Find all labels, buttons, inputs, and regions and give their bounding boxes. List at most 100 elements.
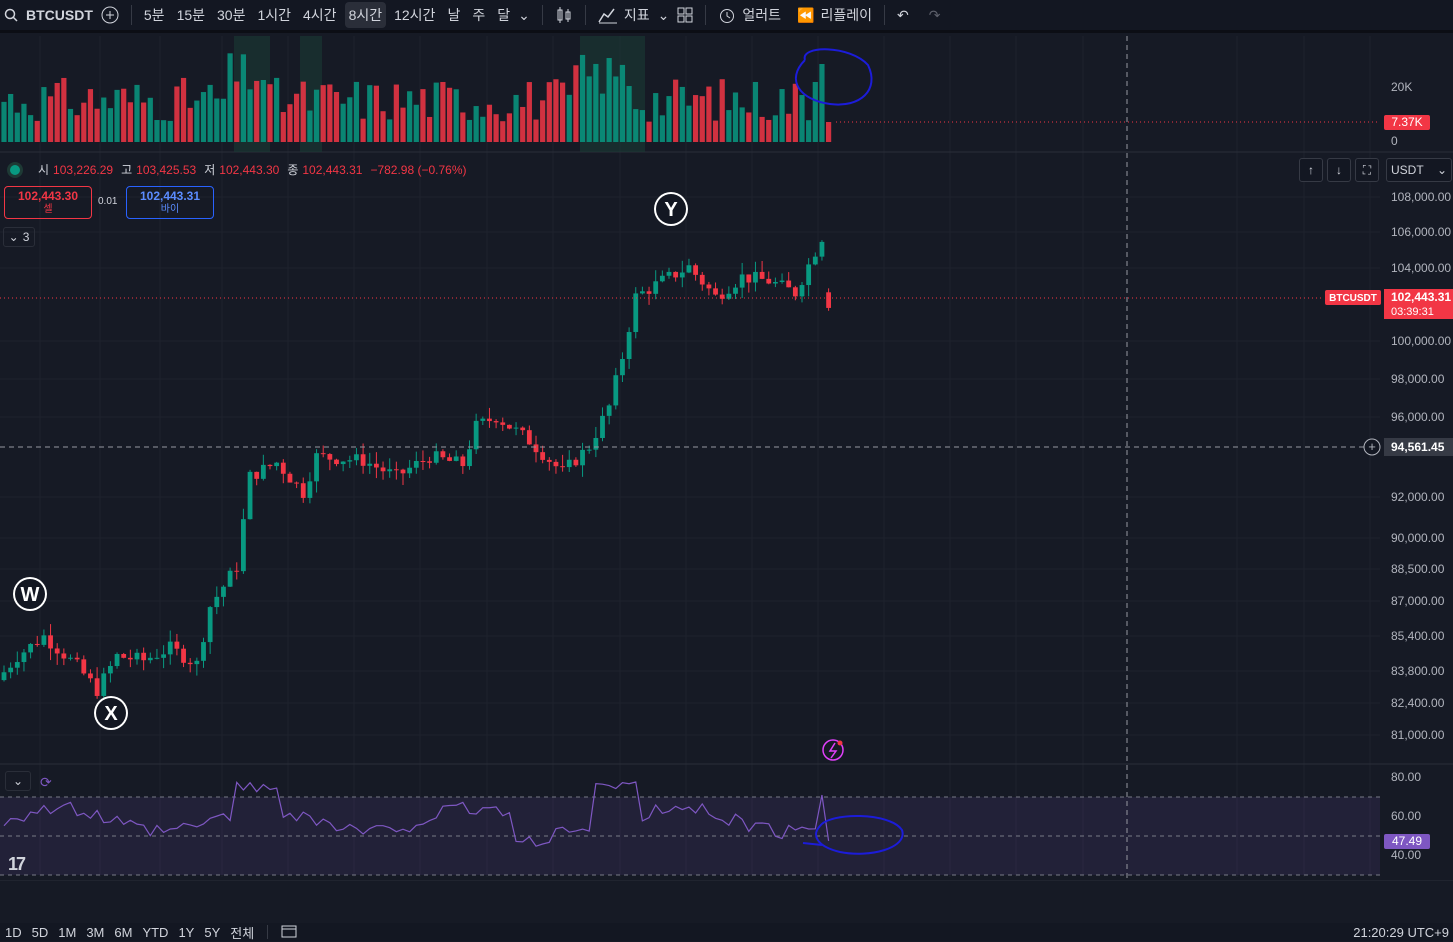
candle-body: [606, 405, 612, 416]
buy-button[interactable]: 102,443.31 바이: [126, 186, 214, 219]
volume-bar: [234, 81, 240, 142]
candle-body: [806, 264, 812, 286]
replay-button[interactable]: ⏪ 리플레이: [793, 2, 876, 28]
candle-body: [61, 653, 67, 659]
timeframe-4[interactable]: 4시간: [303, 7, 337, 23]
candle-body: [387, 469, 393, 472]
volume-bar: [254, 80, 260, 142]
timeframe-5[interactable]: 8시간: [344, 2, 387, 28]
candle-body: [620, 359, 625, 376]
candle-body: [267, 464, 273, 467]
timeframe-8[interactable]: 주: [472, 7, 486, 23]
candle-body: [679, 272, 685, 278]
range-7[interactable]: 5Y: [204, 924, 221, 940]
sell-button[interactable]: 102,443.30 셀: [4, 186, 92, 219]
rsi-collapse-button[interactable]: ⌄: [5, 771, 31, 791]
range-0[interactable]: 1D: [5, 924, 22, 940]
lightning-icon[interactable]: [822, 739, 844, 761]
candle-body: [68, 657, 73, 659]
timeframe-0[interactable]: 5분: [143, 7, 165, 23]
high-key: 고: [121, 163, 133, 177]
volume-bar: [28, 115, 34, 142]
layout-grid-icon[interactable]: [673, 2, 697, 28]
volume-bar: [806, 120, 812, 142]
chart-canvas[interactable]: W X Y 108,000.00 106,000.00 104,000.00 100,000…: [0, 33, 1453, 881]
add-symbol-icon[interactable]: [97, 2, 123, 28]
currency-label: USDT: [1391, 163, 1424, 177]
volume-bar: [287, 104, 293, 142]
add-alert-icon[interactable]: [1363, 438, 1381, 456]
timeframe-3[interactable]: 1시간: [257, 7, 292, 23]
candle-body: [586, 449, 592, 451]
candle-body: [487, 418, 492, 422]
candle-body: [507, 424, 512, 429]
annotation-circle[interactable]: [794, 48, 873, 106]
range-8[interactable]: 전체: [230, 925, 255, 941]
candle-body: [307, 481, 313, 498]
candle-body: [493, 421, 499, 423]
range-2[interactable]: 1M: [58, 924, 77, 940]
candle-body: [792, 287, 798, 297]
symbol-name[interactable]: BTCUSDT: [26, 7, 93, 23]
timeframe-2[interactable]: 30분: [217, 7, 246, 23]
candle-type-icon[interactable]: [551, 2, 577, 28]
volume-bar: [480, 116, 486, 142]
range-1[interactable]: 5D: [31, 924, 49, 940]
rsi-tick: 80.00: [1391, 770, 1421, 784]
volume-bar: [8, 93, 14, 142]
volume-bar: [167, 120, 173, 142]
timeframe-9[interactable]: 달: [497, 7, 511, 23]
currency-select[interactable]: USDT ⌄: [1386, 158, 1452, 182]
price-tick: 98,000.00: [1391, 372, 1445, 386]
volume-bar: [94, 108, 100, 142]
volume-bar: [579, 54, 586, 142]
clock[interactable]: 21:20:29 UTC+9: [1353, 925, 1449, 940]
chevron-down-icon[interactable]: ⌄: [518, 6, 530, 23]
candle-body: [34, 643, 40, 645]
lightning-icon-bolt: [828, 742, 838, 759]
volume-bar: [712, 120, 719, 142]
range-6[interactable]: 1Y: [178, 924, 195, 940]
calendar-icon[interactable]: [276, 924, 302, 941]
volume-bar: [440, 81, 446, 142]
candle-body: [773, 282, 778, 284]
volume-bar: [752, 81, 759, 142]
candle-body: [699, 274, 705, 285]
redo-icon[interactable]: ↷: [928, 6, 941, 23]
range-5[interactable]: YTD: [142, 924, 169, 940]
candle-body: [201, 642, 206, 661]
volume-bar: [180, 77, 187, 142]
alert-button[interactable]: 얼러트: [714, 2, 785, 28]
volume-bar: [87, 89, 94, 142]
volume-bar: [453, 89, 459, 142]
volume-tick: 20K: [1391, 80, 1412, 94]
volume-bar: [553, 79, 559, 142]
timeframe-6[interactable]: 12시간: [394, 7, 436, 23]
candle-body: [666, 271, 672, 276]
volume-bar: [646, 121, 652, 142]
indicators-button[interactable]: 지표: [594, 2, 654, 28]
candle-body: [74, 657, 80, 660]
refresh-icon[interactable]: ⟳: [40, 774, 52, 790]
volume-bar: [21, 103, 27, 142]
range-4[interactable]: 6M: [114, 924, 133, 940]
candle-body: [473, 420, 479, 450]
indicator-collapse-button[interactable]: ⌄ 3: [3, 227, 35, 247]
scroll-up-button[interactable]: ↑: [1299, 158, 1323, 182]
maximize-pane-button[interactable]: ⛶: [1355, 158, 1379, 182]
range-3[interactable]: 3M: [86, 924, 105, 940]
annotation-circle[interactable]: [815, 815, 904, 855]
timeframe-7[interactable]: 날: [447, 7, 461, 23]
candle-body: [453, 456, 459, 461]
scroll-down-button[interactable]: ↓: [1327, 158, 1351, 182]
indicators-icon: [598, 8, 617, 24]
undo-icon[interactable]: ↶: [896, 6, 909, 23]
volume-bar: [313, 89, 320, 142]
volume-bar: [294, 93, 300, 142]
volume-bar: [54, 82, 60, 142]
search-icon[interactable]: [0, 2, 22, 28]
timeframe-1[interactable]: 15분: [176, 7, 206, 23]
chevron-down-icon[interactable]: ⌄: [657, 6, 670, 23]
volume-bar: [114, 89, 120, 142]
candle-body: [626, 332, 632, 360]
